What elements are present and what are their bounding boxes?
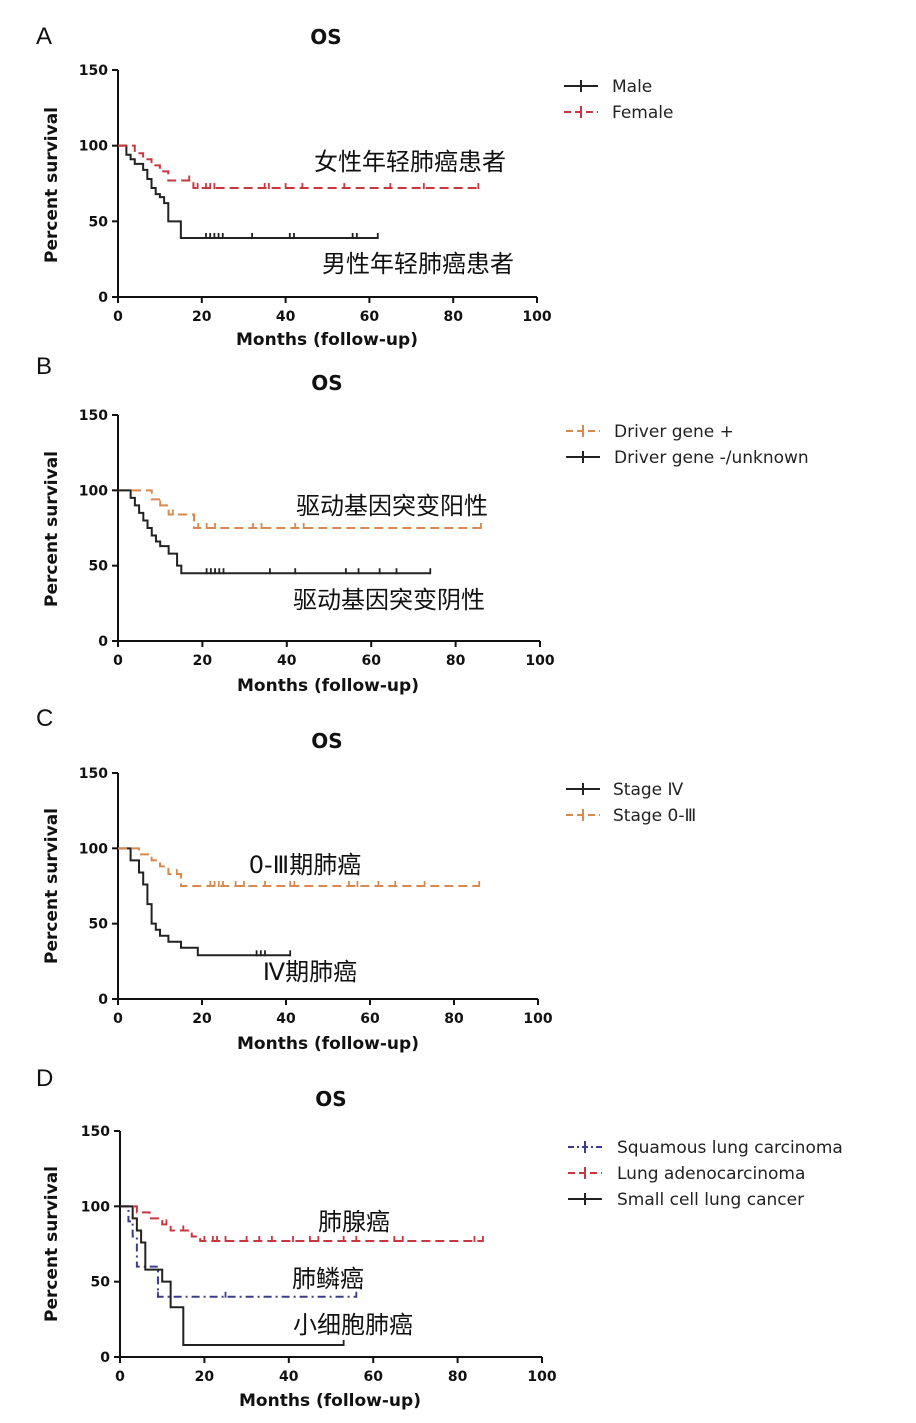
- x-tick-label: 20: [195, 1369, 215, 1385]
- y-tick-label: 50: [91, 1275, 111, 1291]
- y-tick-label: 50: [89, 559, 109, 575]
- chart-title-c: OS: [311, 729, 342, 753]
- survival-curve-driver-gene-unknown: [118, 489, 431, 575]
- legend-label-driver-gene-positive: Driver gene +: [614, 422, 734, 442]
- annotation-squamous-lung-carcinoma: 肺鳞癌: [292, 1265, 364, 1293]
- x-tick-label: 0: [113, 653, 123, 669]
- annotation-male-young-patients: 男性年轻肺癌患者: [322, 250, 514, 278]
- x-tick-label: 40: [277, 653, 297, 669]
- y-tick-label: 50: [89, 917, 109, 933]
- x-axis-label-d: Months (follow-up): [239, 1391, 421, 1411]
- survival-curve-driver-gene: [118, 489, 481, 529]
- x-tick-label: 80: [443, 309, 463, 325]
- y-tick-label: 150: [79, 63, 108, 79]
- y-axis-label-b: Percent survival: [42, 451, 62, 607]
- panel-letter-a: A: [36, 23, 52, 50]
- y-axis-label-d: Percent survival: [42, 1166, 62, 1322]
- legend-label-stage-iv: Stage Ⅳ: [613, 780, 684, 800]
- y-axis-label-a: Percent survival: [42, 107, 62, 263]
- annotation-stage-iv-lung-cancer: Ⅳ期肺癌: [263, 958, 357, 986]
- survival-curve-stage: [118, 847, 291, 957]
- annotation-driver-gene-negative: 驱动基因突变阴性: [293, 586, 485, 614]
- panel-a: A OS Percent survival Months (follow-up)…: [36, 23, 673, 350]
- y-tick-label: 100: [81, 1199, 110, 1215]
- y-tick-label: 100: [79, 139, 108, 155]
- x-tick-label: 80: [448, 1369, 468, 1385]
- x-tick-label: 0: [113, 1011, 123, 1027]
- annotation-female-young-patients: 女性年轻肺癌患者: [314, 148, 506, 176]
- survival-curve-squamous-lung-carcinoma: [120, 1205, 357, 1298]
- panel-d: D OS Percent survival Months (follow-up)…: [36, 1065, 843, 1411]
- x-tick-label: 40: [276, 1011, 296, 1027]
- chart-title-b: OS: [311, 371, 342, 395]
- panel-letter-c: C: [36, 705, 53, 732]
- legend-label-lung-adenocarcinoma: Lung adenocarcinoma: [617, 1164, 805, 1184]
- x-tick-label: 100: [523, 1011, 552, 1027]
- survival-curve-male: [118, 144, 378, 239]
- x-tick-label: 100: [525, 653, 554, 669]
- panel-letter-d: D: [36, 1065, 53, 1092]
- chart-title-d: OS: [315, 1087, 346, 1111]
- legend-label-male: Male: [612, 77, 652, 97]
- legend-label-small-cell-lung-cancer: Small cell lung cancer: [617, 1190, 804, 1210]
- x-axis-label-b: Months (follow-up): [237, 676, 419, 696]
- legend-label-squamous-lung-carcinoma: Squamous lung carcinoma: [617, 1138, 843, 1158]
- survival-curve-small-cell-lung-cancer: [120, 1205, 344, 1346]
- x-tick-label: 20: [192, 1011, 212, 1027]
- annotation-lung-adenocarcinoma: 肺腺癌: [318, 1208, 390, 1236]
- chart-title-a: OS: [310, 25, 341, 49]
- y-tick-label: 50: [89, 214, 109, 230]
- x-tick-label: 40: [276, 309, 296, 325]
- panel-c: C OS Percent survival Months (follow-up)…: [36, 705, 696, 1054]
- y-tick-label: 0: [98, 290, 108, 306]
- x-tick-label: 80: [446, 653, 466, 669]
- panel-b: B OS Percent survival Months (follow-up)…: [36, 353, 809, 696]
- y-tick-label: 150: [81, 1124, 110, 1140]
- x-tick-label: 60: [363, 1369, 383, 1385]
- legend-label-driver-gene-negative: Driver gene -/unknown: [614, 448, 809, 468]
- survival-curve-stage-0: [118, 847, 480, 887]
- x-tick-label: 20: [192, 309, 212, 325]
- x-tick-label: 80: [444, 1011, 464, 1027]
- x-tick-label: 20: [193, 653, 213, 669]
- x-tick-label: 0: [113, 309, 123, 325]
- y-tick-label: 0: [100, 1350, 110, 1366]
- panel-letter-b: B: [36, 353, 52, 380]
- x-tick-label: 60: [361, 653, 381, 669]
- legend-label-female: Female: [612, 103, 673, 123]
- y-tick-label: 0: [98, 992, 108, 1008]
- x-axis-label-a: Months (follow-up): [236, 330, 418, 350]
- x-tick-label: 100: [522, 309, 551, 325]
- y-tick-label: 0: [98, 634, 108, 650]
- y-tick-label: 100: [79, 841, 108, 857]
- y-axis-label-c: Percent survival: [42, 808, 62, 964]
- x-tick-label: 100: [527, 1369, 556, 1385]
- x-tick-label: 60: [360, 309, 380, 325]
- annotation-driver-gene-positive: 驱动基因突变阳性: [296, 492, 488, 520]
- y-tick-label: 150: [79, 766, 108, 782]
- x-tick-label: 60: [360, 1011, 380, 1027]
- y-tick-label: 150: [79, 408, 108, 424]
- x-tick-label: 40: [279, 1369, 299, 1385]
- annotation-small-cell-lung-cancer: 小细胞肺癌: [293, 1311, 413, 1339]
- legend-label-stage-0-iii: Stage 0-Ⅲ: [613, 806, 696, 826]
- x-axis-label-c: Months (follow-up): [237, 1034, 419, 1054]
- x-tick-label: 0: [115, 1369, 125, 1385]
- survival-curve-lung-adenocarcinoma: [120, 1205, 483, 1242]
- y-tick-label: 100: [79, 483, 108, 499]
- annotation-stage-0-iii-lung-cancer: 0-Ⅲ期肺癌: [249, 851, 361, 879]
